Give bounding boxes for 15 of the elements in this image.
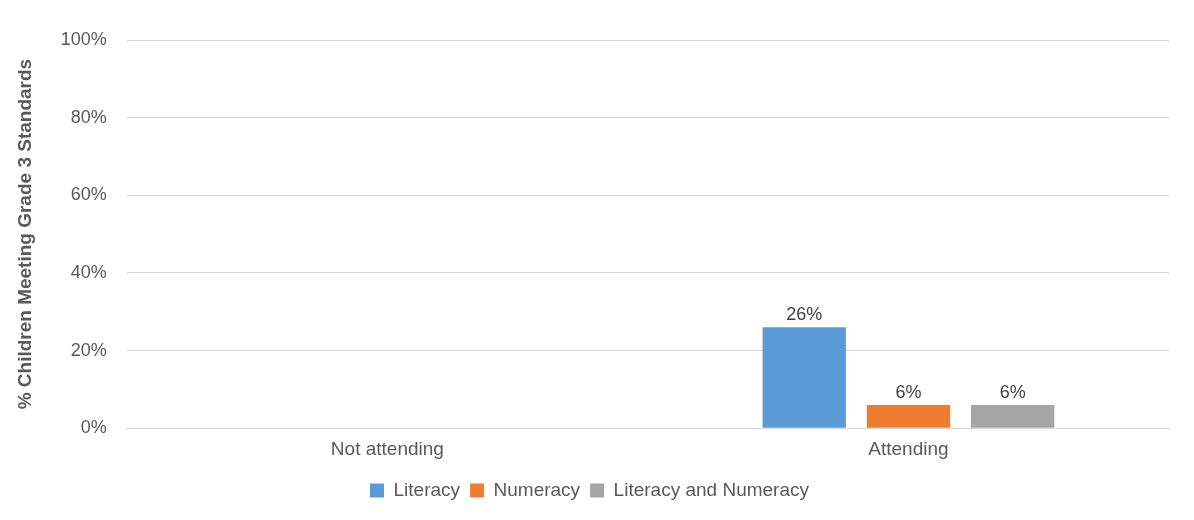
y-tick-label: 0% (80, 417, 107, 438)
legend-label: Literacy and Numeracy (613, 478, 810, 500)
data-label: 26% (786, 304, 823, 325)
x-tick-label: Not attending (330, 437, 444, 459)
y-tick-label: 40% (70, 261, 107, 282)
y-tick-label: 100% (60, 28, 107, 49)
x-tick-label: Attending (868, 437, 949, 459)
y-tick-label: 60% (70, 184, 107, 205)
legend-label: Literacy (393, 478, 461, 500)
data-label: 6% (999, 381, 1026, 402)
y-tick-label: 20% (70, 339, 107, 360)
y-tick-label: 80% (70, 106, 107, 127)
y-axis-title: % Children Meeting Grade 3 Standards (13, 58, 35, 410)
legend-label: Numeracy (493, 478, 581, 500)
data-label: 6% (895, 381, 922, 402)
